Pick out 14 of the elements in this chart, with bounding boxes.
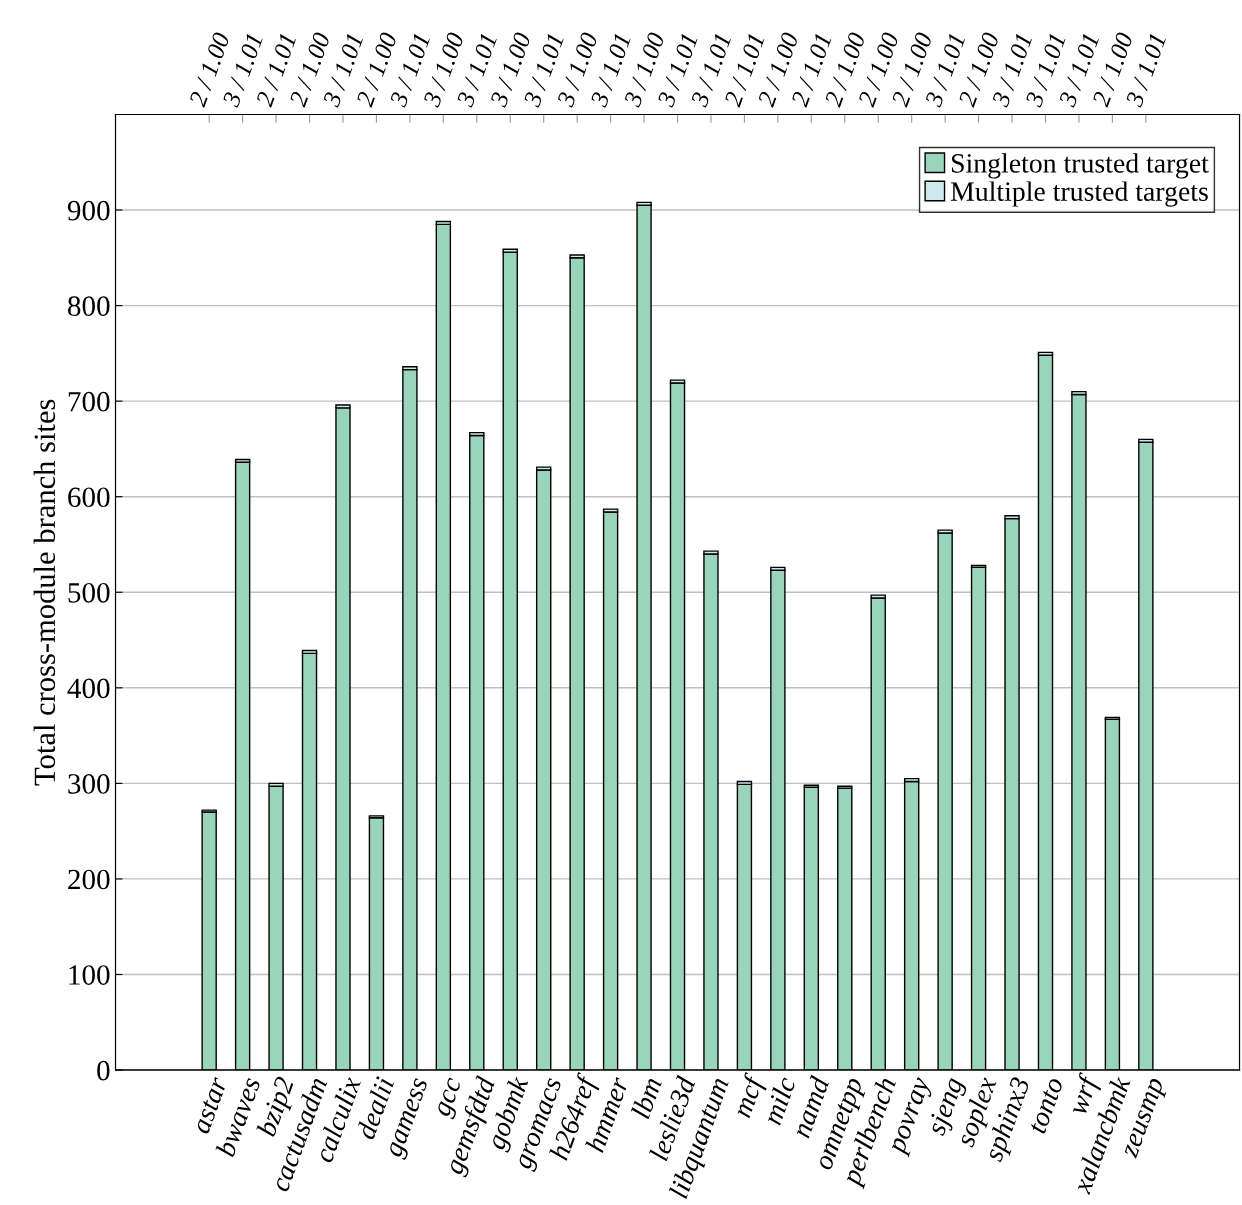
legend-label: Multiple trusted targets	[950, 181, 1208, 207]
y-tick-label: 600	[68, 487, 110, 508]
y-tick-label: 700	[68, 391, 110, 412]
y-tick-label: 500	[68, 582, 110, 603]
legend-label: Singleton trusted target	[951, 153, 1209, 179]
y-tick-label: 200	[68, 869, 110, 890]
y-axis-title: Total cross-module branch sites	[33, 399, 56, 786]
y-tick-label: 100	[69, 965, 110, 985]
y-tick-label: 900	[67, 200, 110, 221]
y-tick-label: 800	[68, 296, 110, 316]
y-tick-label: 0	[97, 1060, 110, 1081]
x-tick-label: tonto	[1029, 1076, 1064, 1135]
y-tick-label: 400	[67, 678, 110, 699]
y-tick-label: 300	[68, 774, 110, 794]
